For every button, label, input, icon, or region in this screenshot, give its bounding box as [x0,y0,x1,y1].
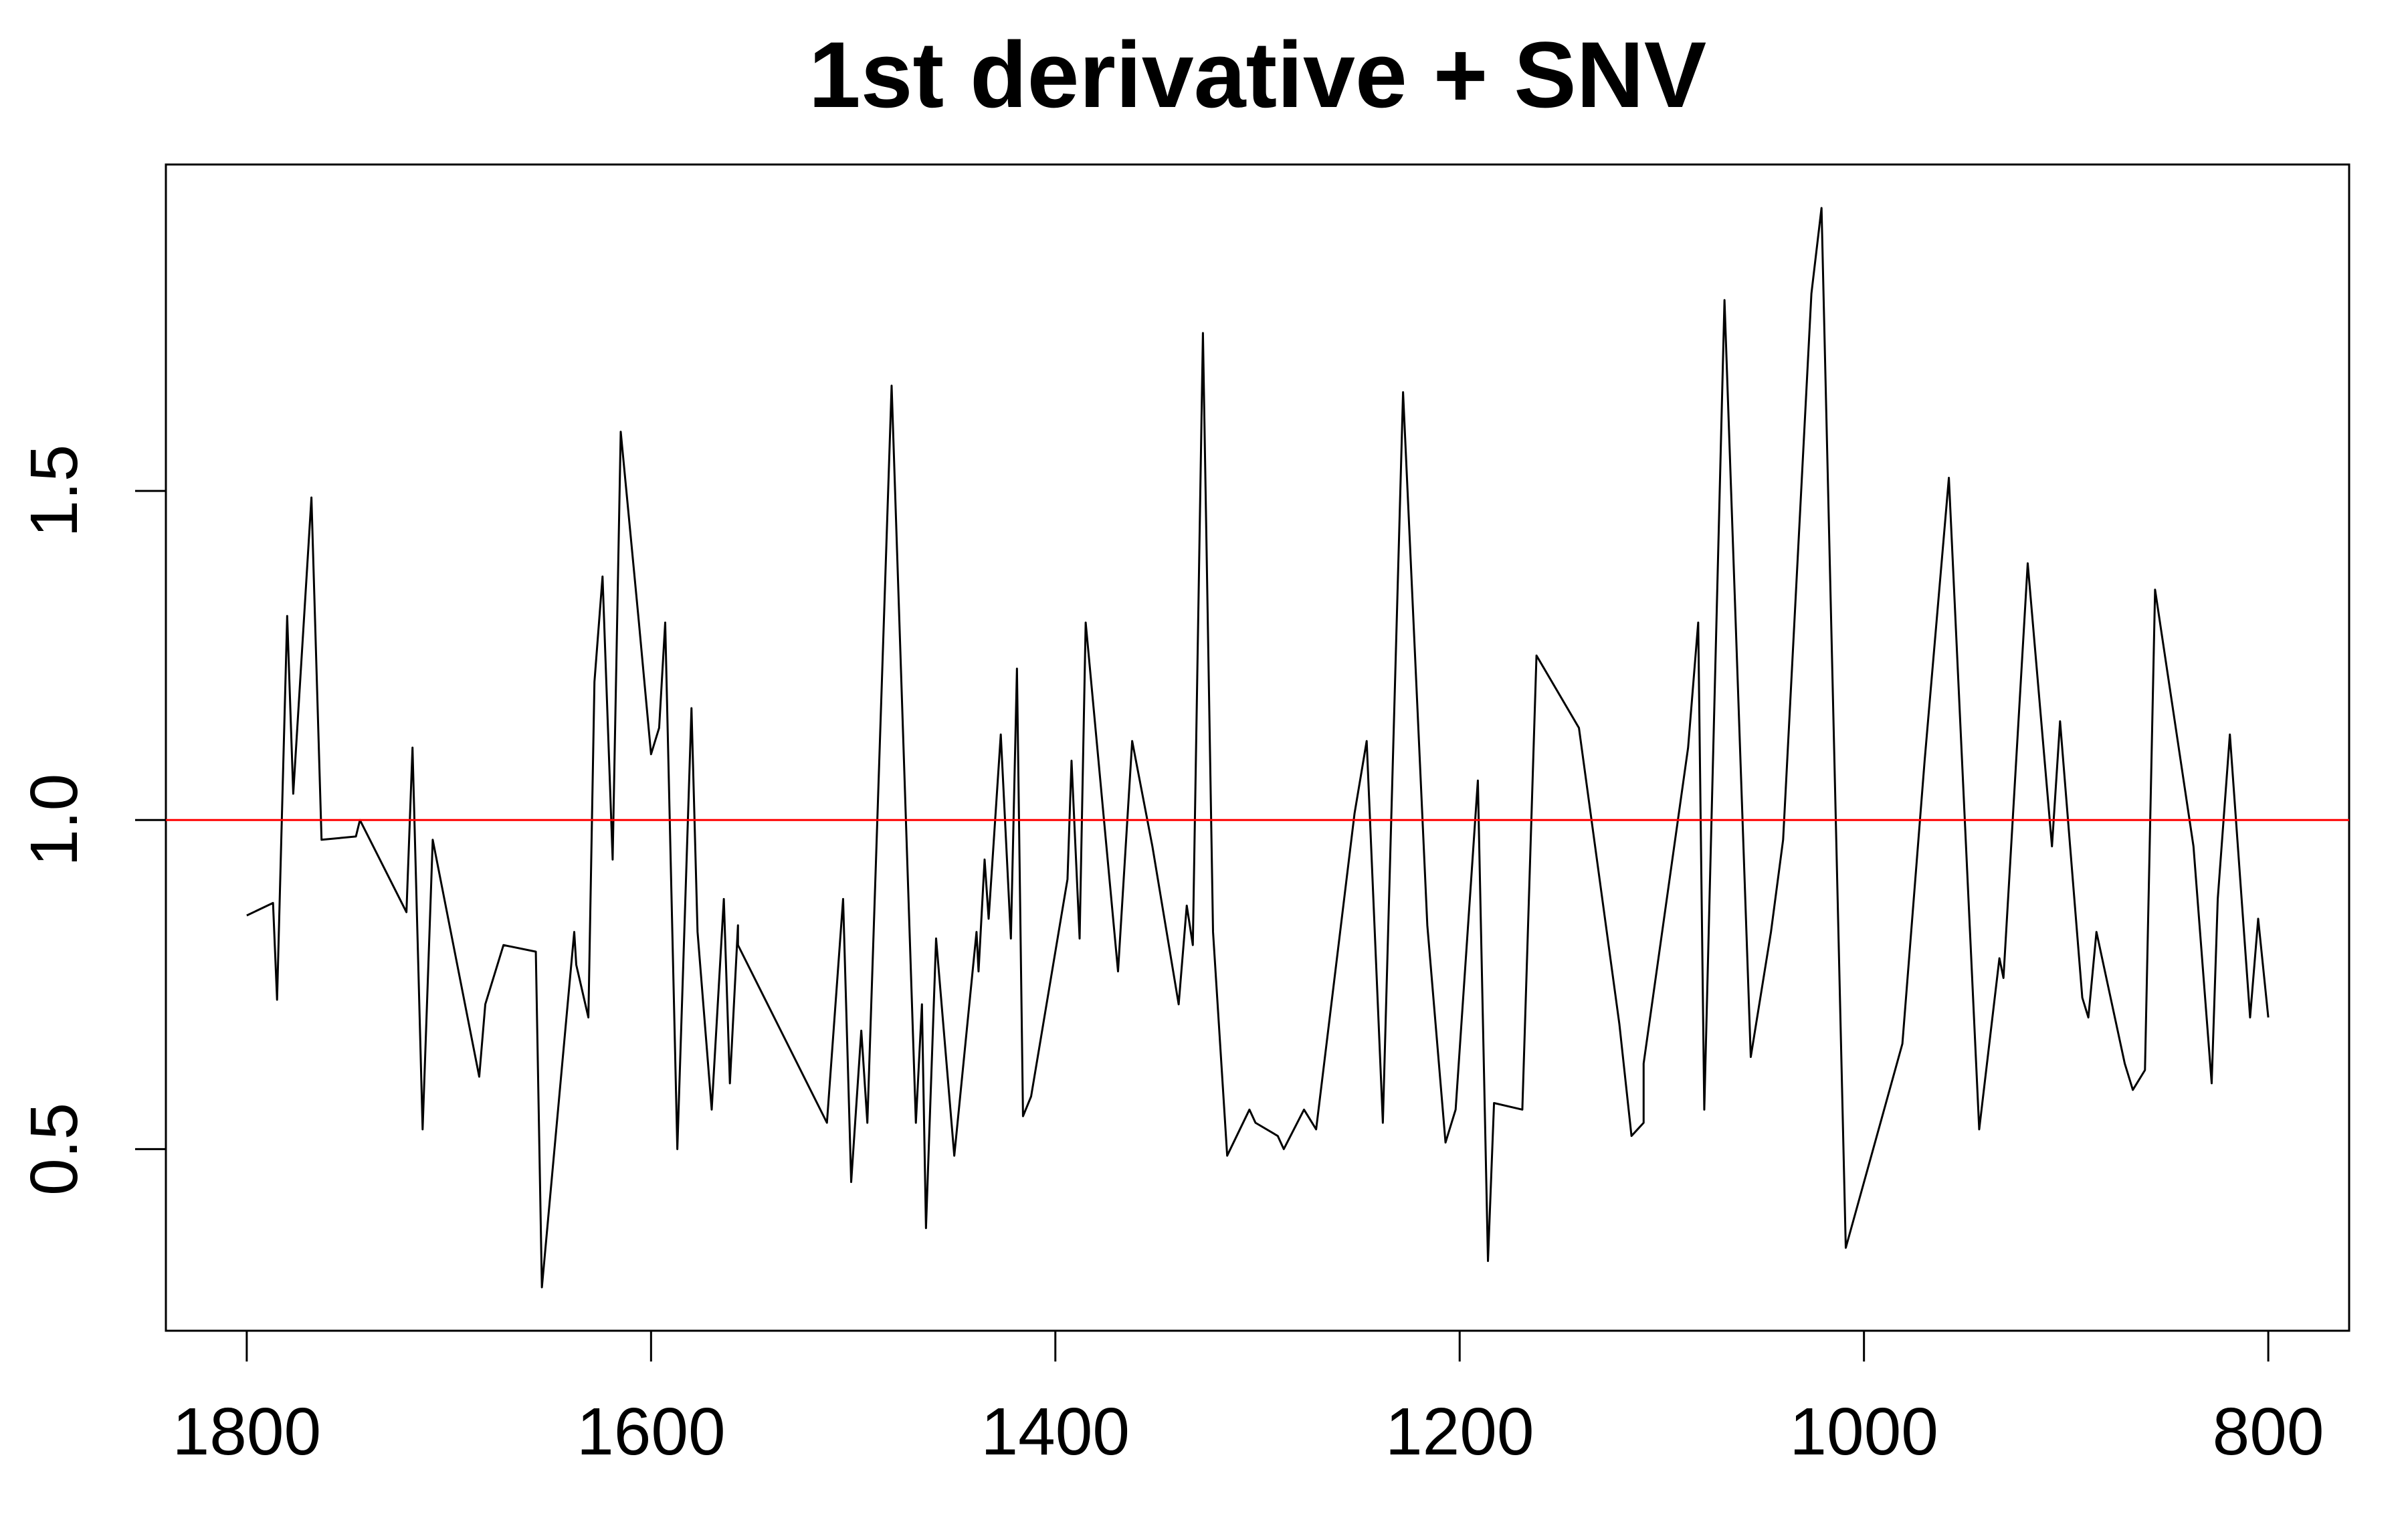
y-tick-label: 0.5 [17,1103,92,1196]
y-tick-label: 1.5 [17,445,92,538]
chart-title: 1st derivative + SNV [809,22,1706,127]
x-tick-label: 800 [2213,1394,2324,1469]
y-tick-label: 1.0 [17,774,92,867]
x-tick-label: 1800 [173,1394,321,1469]
data-line [246,207,2270,1289]
x-tick-label: 1400 [981,1394,1130,1469]
plot-frame [165,163,2350,1332]
x-tick-label: 1000 [1789,1394,1938,1469]
x-tick-label: 1200 [1385,1394,1534,1469]
x-tick-label: 1600 [577,1394,725,1469]
